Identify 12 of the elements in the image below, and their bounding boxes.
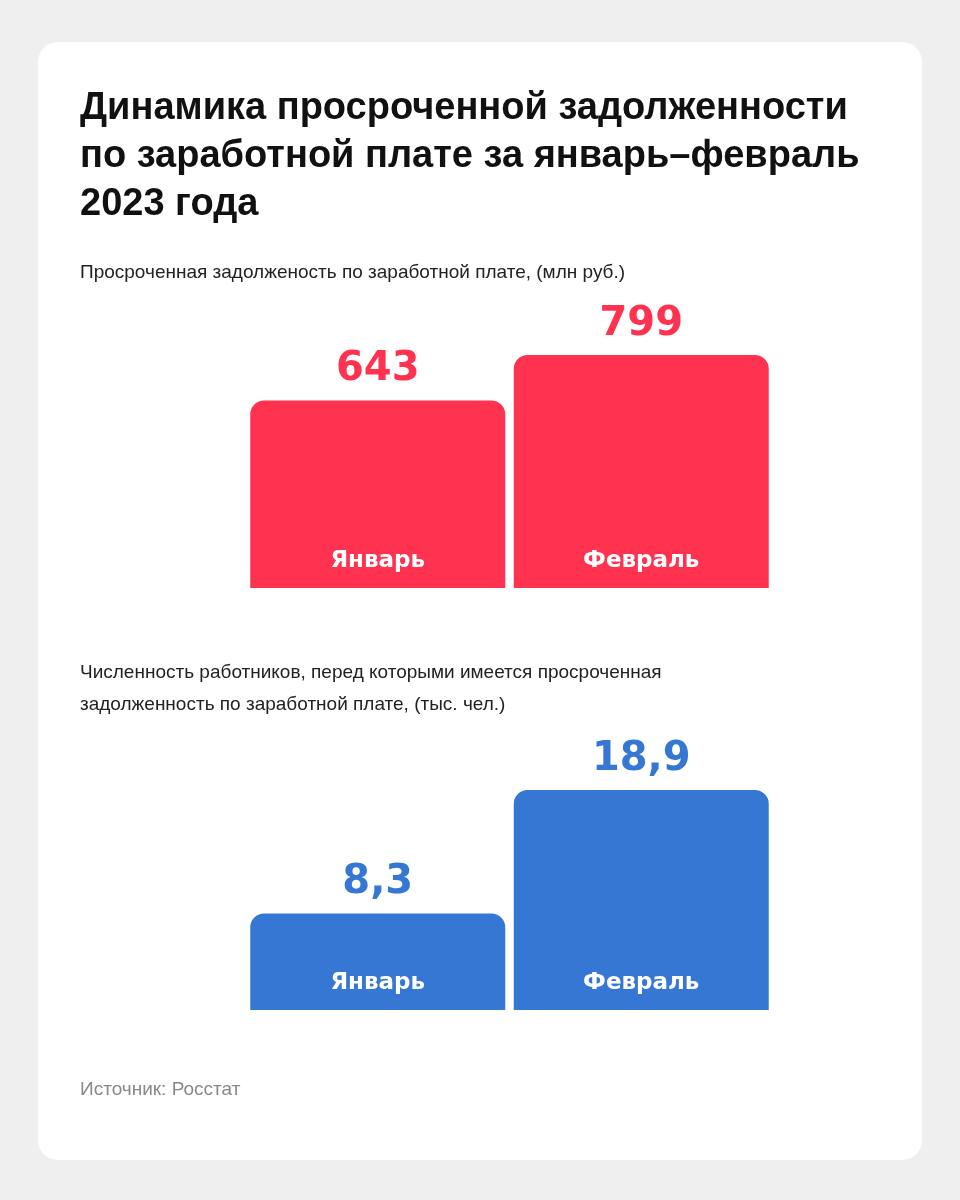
data-label: 18,9 bbox=[591, 733, 691, 779]
chart-subtitle: Просроченная задолженость по заработной плате, (млн руб.) bbox=[80, 260, 627, 284]
x-tick-label: Февраль bbox=[583, 545, 700, 572]
x-tick-label: Январь bbox=[330, 545, 426, 572]
chart-title: Динамика просроченной задолженности по заработной плате за январь–февраль 2023 года bbox=[80, 84, 860, 225]
chart-subtitle: Численность работников, перед которыми имеется просроченная задолженность по заработной плате, (тыс. чел.) bbox=[80, 660, 663, 716]
data-label: 799 bbox=[599, 298, 683, 344]
data-label: 643 bbox=[336, 343, 420, 390]
data-label: 8,3 bbox=[342, 856, 414, 903]
x-tick-label: Январь bbox=[330, 967, 426, 994]
x-tick-label: Февраль bbox=[583, 967, 700, 994]
text: Источник: Росстат bbox=[80, 1078, 242, 1100]
